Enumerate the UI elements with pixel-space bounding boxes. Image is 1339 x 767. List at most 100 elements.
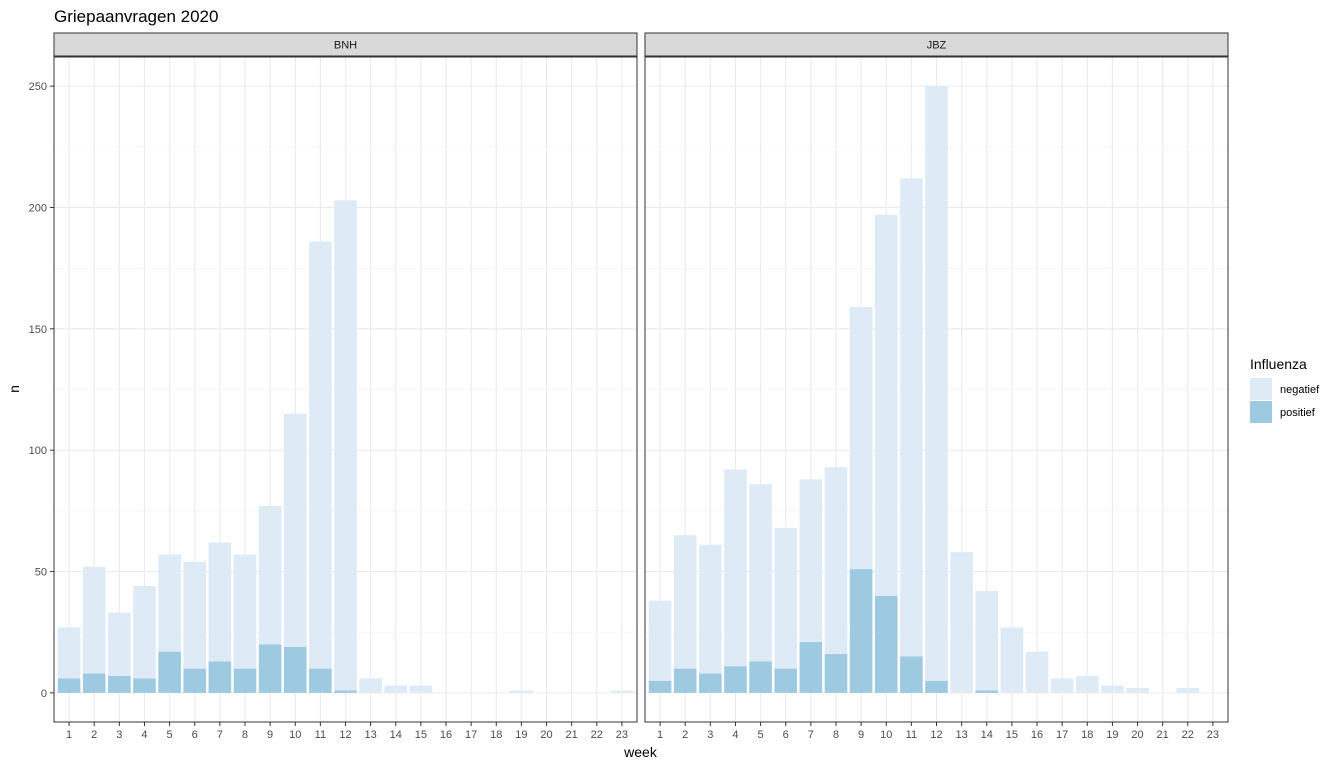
x-tick-label: 8 bbox=[833, 729, 839, 741]
bar-negatief-week-1 bbox=[648, 600, 672, 681]
bar-negatief-week-19 bbox=[1101, 685, 1124, 693]
bar-positief-week-10 bbox=[874, 595, 898, 693]
bar-positief-week-10 bbox=[283, 646, 307, 693]
panel-strip-label: JBZ bbox=[927, 40, 947, 52]
panel-strip bbox=[53, 32, 638, 57]
legend-key-positief bbox=[1250, 401, 1272, 423]
x-tick-label: 1 bbox=[657, 729, 663, 741]
x-tick-label: 3 bbox=[116, 729, 122, 741]
legend-key-negatief bbox=[1250, 378, 1272, 400]
bar-negatief-week-12 bbox=[334, 200, 357, 691]
legend-label-positief: positief bbox=[1280, 407, 1316, 419]
y-tick-label: 200 bbox=[29, 202, 47, 214]
x-tick-label: 18 bbox=[490, 729, 502, 741]
y-tick-label: 250 bbox=[29, 81, 47, 93]
x-tick-label: 4 bbox=[732, 729, 738, 741]
chart-title: Griepaanvragen 2020 bbox=[54, 7, 218, 26]
x-tick-label: 6 bbox=[192, 729, 198, 741]
x-tick-label: 19 bbox=[515, 729, 527, 741]
bar-positief-week-2 bbox=[82, 673, 106, 693]
bar-negatief-week-16 bbox=[1025, 651, 1049, 693]
x-tick-label: 3 bbox=[707, 729, 713, 741]
bar-negatief-week-9 bbox=[258, 505, 282, 645]
y-tick-label: 150 bbox=[29, 324, 47, 336]
x-tick-label: 15 bbox=[1006, 729, 1018, 741]
bar-negatief-week-1 bbox=[57, 627, 81, 679]
x-tick-label: 12 bbox=[339, 729, 351, 741]
x-tick-label: 8 bbox=[242, 729, 248, 741]
x-tick-label: 11 bbox=[315, 729, 326, 741]
bar-negatief-week-7 bbox=[799, 479, 823, 642]
bar-negatief-week-19 bbox=[510, 690, 533, 693]
x-tick-label: 15 bbox=[415, 729, 427, 741]
bar-positief-week-8 bbox=[233, 668, 257, 693]
bar-negatief-week-5 bbox=[158, 554, 181, 652]
x-tick-label: 10 bbox=[289, 729, 301, 741]
bar-positief-week-9 bbox=[258, 644, 282, 693]
x-tick-label: 7 bbox=[808, 729, 814, 741]
bar-negatief-week-14 bbox=[384, 685, 408, 693]
x-tick-label: 6 bbox=[783, 729, 789, 741]
bar-positief-week-5 bbox=[749, 661, 772, 693]
bar-positief-week-12 bbox=[334, 690, 357, 693]
bar-negatief-week-20 bbox=[1126, 688, 1149, 693]
bar-positief-week-3 bbox=[108, 675, 131, 693]
bar-negatief-week-22 bbox=[1176, 688, 1200, 693]
bar-negatief-week-18 bbox=[1075, 675, 1099, 693]
x-tick-label: 2 bbox=[682, 729, 688, 741]
x-tick-label: 2 bbox=[91, 729, 97, 741]
bar-negatief-week-3 bbox=[699, 544, 722, 674]
x-tick-label: 7 bbox=[217, 729, 223, 741]
x-tick-label: 12 bbox=[930, 729, 942, 741]
y-tick-label: 100 bbox=[29, 445, 47, 457]
x-tick-label: 17 bbox=[1056, 729, 1068, 741]
x-tick-label: 22 bbox=[591, 729, 603, 741]
x-tick-label: 21 bbox=[566, 729, 578, 741]
bar-positief-week-1 bbox=[57, 678, 81, 693]
bar-negatief-week-6 bbox=[183, 561, 207, 669]
bar-positief-week-3 bbox=[699, 673, 722, 693]
panel-strip bbox=[644, 32, 1229, 57]
bar-negatief-week-2 bbox=[82, 566, 106, 674]
x-tick-label: 14 bbox=[981, 729, 993, 741]
x-tick-label: 14 bbox=[390, 729, 402, 741]
bar-positief-week-6 bbox=[183, 668, 207, 693]
bar-positief-week-11 bbox=[309, 668, 332, 693]
x-tick-label: 16 bbox=[1031, 729, 1043, 741]
x-tick-label: 23 bbox=[616, 729, 628, 741]
x-tick-label: 10 bbox=[880, 729, 892, 741]
bar-negatief-week-8 bbox=[233, 554, 257, 669]
bar-negatief-week-14 bbox=[975, 590, 999, 691]
bar-positief-week-5 bbox=[158, 651, 181, 693]
bar-negatief-week-6 bbox=[774, 527, 798, 669]
bar-negatief-week-8 bbox=[824, 467, 848, 655]
bar-negatief-week-13 bbox=[359, 678, 382, 693]
bar-positief-week-1 bbox=[648, 680, 672, 693]
bar-negatief-week-15 bbox=[1000, 627, 1024, 693]
bar-positief-week-11 bbox=[900, 656, 923, 693]
bar-positief-week-8 bbox=[824, 654, 848, 693]
x-tick-label: 5 bbox=[758, 729, 764, 741]
bar-positief-week-7 bbox=[208, 661, 232, 693]
bar-negatief-week-11 bbox=[309, 241, 332, 669]
y-axis-title: n bbox=[6, 385, 22, 393]
bar-negatief-week-3 bbox=[108, 612, 131, 676]
bar-positief-week-2 bbox=[673, 668, 697, 693]
bar-negatief-week-23 bbox=[610, 690, 634, 693]
bar-positief-week-12 bbox=[925, 680, 948, 693]
y-tick-label: 50 bbox=[35, 567, 47, 579]
bar-negatief-week-10 bbox=[283, 413, 307, 647]
x-tick-label: 9 bbox=[858, 729, 864, 741]
bar-negatief-week-4 bbox=[133, 586, 156, 679]
y-tick-label: 0 bbox=[41, 688, 47, 700]
x-tick-label: 20 bbox=[540, 729, 552, 741]
bar-positief-week-4 bbox=[133, 678, 156, 693]
x-tick-label: 1 bbox=[66, 729, 72, 741]
bar-negatief-week-15 bbox=[409, 685, 433, 693]
x-tick-label: 13 bbox=[365, 729, 377, 741]
bar-negatief-week-13 bbox=[950, 552, 973, 693]
